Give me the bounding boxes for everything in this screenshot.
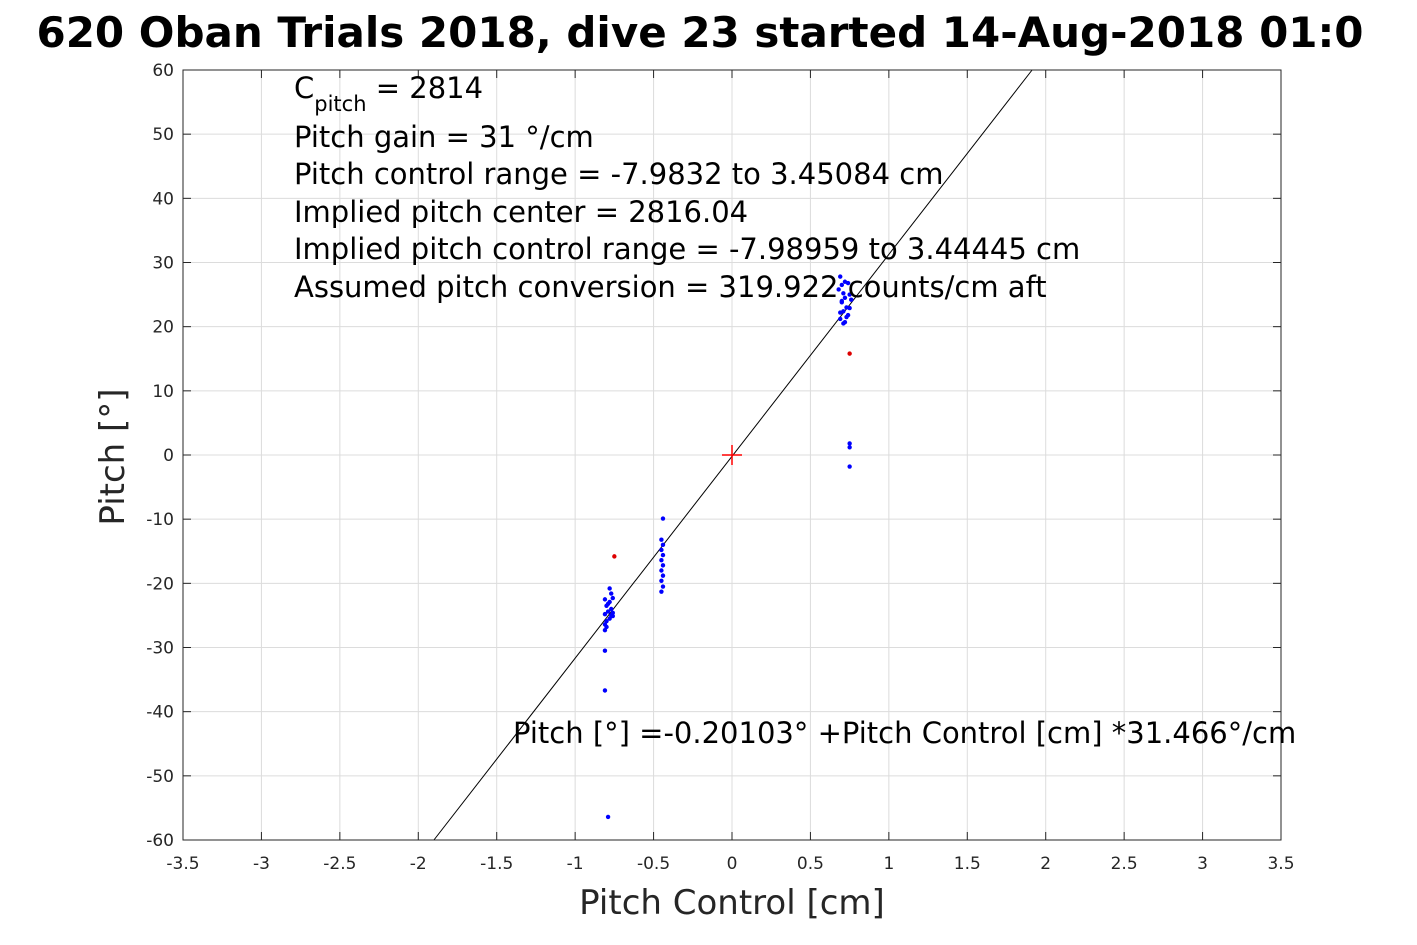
y-tick-label: 60 bbox=[152, 61, 174, 81]
data-point bbox=[847, 305, 852, 311]
highlighted-point bbox=[612, 554, 617, 559]
y-tick-label: -10 bbox=[146, 510, 174, 530]
conversion-annotation: Assumed pitch conversion = 319.922 count… bbox=[294, 270, 1047, 304]
x-tick-label: -3 bbox=[253, 854, 270, 874]
data-point bbox=[602, 648, 608, 653]
y-tick-label: 0 bbox=[163, 446, 174, 466]
data-point bbox=[839, 298, 844, 304]
x-tick-label: -2 bbox=[410, 854, 427, 874]
data-point bbox=[602, 597, 608, 602]
data-point bbox=[607, 586, 612, 591]
data-point bbox=[602, 688, 608, 693]
data-point bbox=[839, 282, 844, 288]
data-point bbox=[659, 547, 664, 553]
y-tick-label: 10 bbox=[152, 382, 174, 402]
chart-title: 620 Oban Trials 2018, dive 23 started 14… bbox=[36, 8, 1363, 57]
highlighted-point bbox=[847, 351, 852, 356]
data-point bbox=[841, 321, 846, 326]
cpitch-subscript: pitch bbox=[314, 92, 366, 116]
data-points bbox=[602, 274, 854, 820]
data-point bbox=[609, 606, 614, 612]
y-tick-label: -30 bbox=[146, 639, 174, 659]
implied-center-annotation: Implied pitch center = 2816.04 bbox=[294, 195, 748, 229]
data-point bbox=[660, 573, 666, 578]
data-point bbox=[605, 814, 611, 820]
data-point bbox=[838, 274, 843, 279]
data-point bbox=[610, 610, 615, 616]
y-tick-label: -50 bbox=[146, 767, 174, 787]
y-tick-label: -40 bbox=[146, 703, 174, 723]
data-point bbox=[660, 584, 666, 589]
x-tick-label: 0 bbox=[727, 854, 738, 874]
data-point bbox=[847, 292, 852, 297]
pitch-control-range-annotation: Pitch control range = -7.9832 to 3.45084… bbox=[294, 157, 943, 191]
x-tick-label: 1.5 bbox=[954, 854, 981, 874]
data-point bbox=[660, 542, 666, 548]
y-tick-label: 20 bbox=[152, 318, 174, 338]
pitch-gain-annotation: Pitch gain = 31 °/cm bbox=[294, 120, 594, 154]
x-tick-label: 2 bbox=[1040, 854, 1051, 874]
data-point bbox=[844, 314, 849, 320]
data-point bbox=[842, 279, 848, 284]
x-tick-label: 2.5 bbox=[1111, 854, 1138, 874]
data-point bbox=[659, 568, 664, 573]
data-point bbox=[838, 310, 843, 315]
x-tick-label: -3.5 bbox=[166, 854, 199, 874]
implied-range-annotation: Implied pitch control range = -7.98959 t… bbox=[294, 232, 1080, 266]
y-axis-label: Pitch [°] bbox=[93, 388, 133, 525]
data-point bbox=[660, 563, 666, 568]
data-point bbox=[847, 464, 852, 469]
data-point bbox=[836, 287, 841, 292]
data-point bbox=[842, 295, 848, 300]
x-tick-label: -2.5 bbox=[323, 854, 356, 874]
x-tick-label: 0.5 bbox=[797, 854, 824, 874]
data-point bbox=[659, 537, 664, 542]
data-point bbox=[609, 591, 614, 596]
data-point bbox=[847, 441, 852, 446]
x-axis-label: Pitch Control [cm] bbox=[579, 883, 885, 923]
y-tick-label: 30 bbox=[152, 254, 174, 274]
data-point bbox=[849, 297, 854, 302]
data-point bbox=[838, 316, 843, 322]
y-tick-label: -20 bbox=[146, 574, 174, 594]
y-tick-label: 40 bbox=[152, 189, 174, 209]
data-point bbox=[610, 595, 615, 601]
x-tick-label: -0.5 bbox=[637, 854, 670, 874]
fit-equation-annotation: Pitch [°] =-0.20103° +Pitch Control [cm]… bbox=[513, 716, 1296, 750]
center-marker-group bbox=[722, 445, 742, 465]
data-point bbox=[659, 578, 664, 583]
cpitch-value: = 2814 bbox=[367, 71, 484, 105]
data-point bbox=[659, 558, 664, 563]
data-point bbox=[847, 445, 852, 450]
data-point bbox=[604, 624, 609, 630]
x-tick-label: 3 bbox=[1197, 854, 1208, 874]
axis-ticks: -3.5 -3 -2.5 -2 -1.5 -1 -0.5 0 0.5 1 1.5 2 2.5 3 3.5 -6… bbox=[146, 61, 1294, 874]
cpitch-annotation: Cpitch = 2814 bbox=[294, 71, 483, 116]
data-point bbox=[841, 291, 846, 296]
x-tick-label: 3.5 bbox=[1267, 854, 1294, 874]
data-point bbox=[605, 601, 611, 607]
data-point bbox=[602, 611, 608, 617]
x-tick-label: 1 bbox=[883, 854, 894, 874]
y-tick-label: -60 bbox=[146, 831, 174, 851]
data-point bbox=[660, 516, 666, 521]
data-point bbox=[605, 609, 611, 614]
x-tick-label: -1 bbox=[567, 854, 584, 874]
x-tick-label: -1.5 bbox=[480, 854, 513, 874]
data-point bbox=[659, 589, 664, 594]
data-point bbox=[660, 552, 666, 558]
cpitch-symbol: C bbox=[294, 71, 314, 105]
y-tick-label: 50 bbox=[152, 125, 174, 145]
